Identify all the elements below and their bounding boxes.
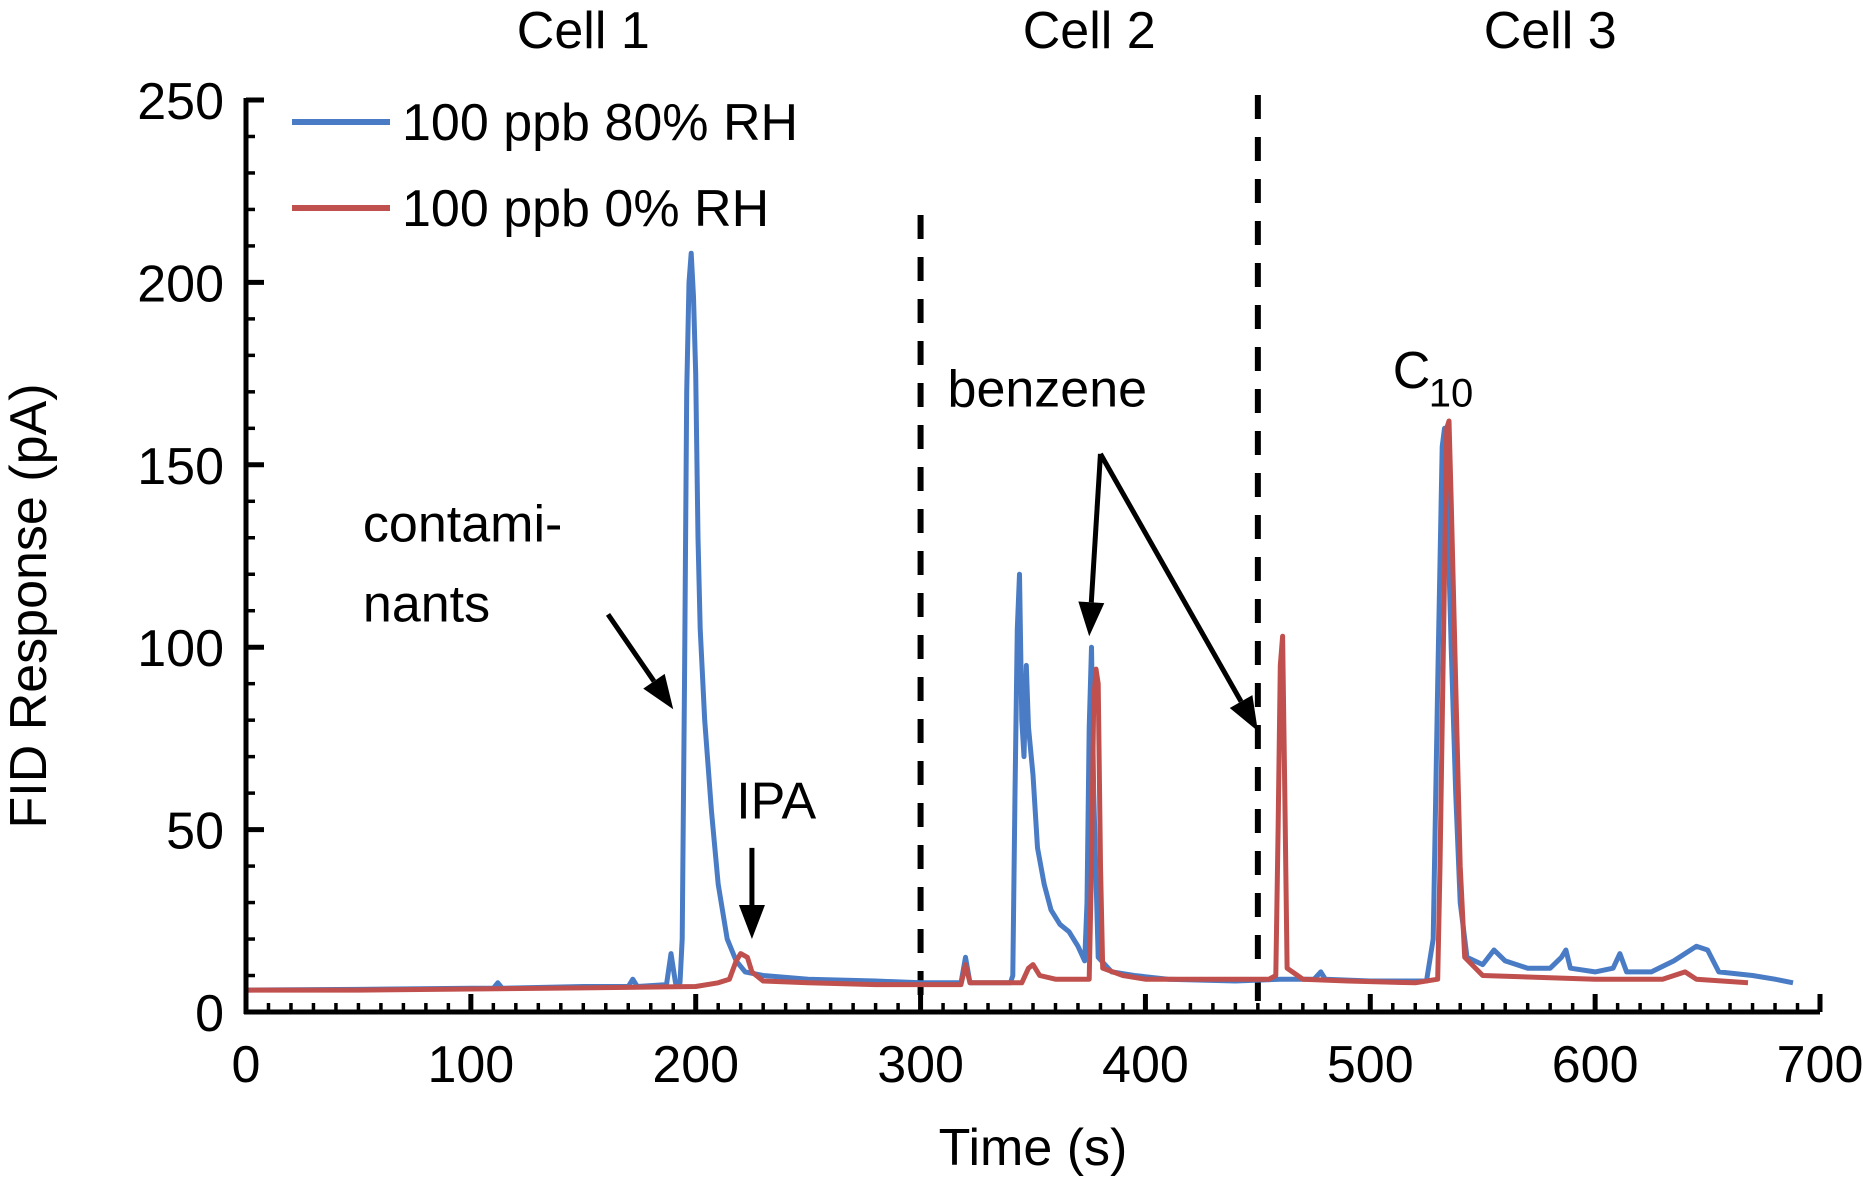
cell-label-2: Cell 2 [1023, 2, 1156, 60]
x-tick-label: 700 [1777, 1036, 1863, 1094]
y-tick-label: 100 [137, 620, 224, 678]
x-tick-label: 200 [652, 1036, 739, 1094]
legend: 100 ppb 80% RH 100 ppb 0% RH [292, 94, 798, 238]
x-tick-label: 400 [1102, 1036, 1189, 1094]
arrow-head [738, 905, 765, 940]
cell-label-3: Cell 3 [1484, 2, 1617, 60]
series-line-0rh [246, 418, 1749, 993]
y-tick-label: 50 [166, 803, 224, 861]
annotation-c10-subscript: 10 [1429, 371, 1474, 415]
annotation-c10: C [1393, 342, 1431, 400]
y-tick-label: 150 [137, 438, 224, 496]
legend-label-80rh: 100 ppb 80% RH [402, 94, 798, 152]
arrow-head [1229, 695, 1258, 732]
y-ticks: 0 50 100 150 200 250 [137, 73, 264, 1043]
x-axis-title: Time (s) [939, 1119, 1128, 1177]
y-tick-label: 200 [137, 255, 224, 313]
arrow-head [643, 673, 674, 710]
x-ticks: 0 100 200 300 400 500 600 700 [232, 994, 1863, 1094]
x-tick-label: 600 [1552, 1036, 1639, 1094]
arrow-head [1078, 601, 1105, 637]
y-tick-label: 0 [195, 985, 224, 1043]
arrow-shaft [1088, 453, 1103, 603]
series-layer [245, 250, 1794, 993]
x-tick-label: 300 [877, 1036, 964, 1094]
y-tick-label: 250 [137, 73, 224, 131]
x-tick-label: 500 [1327, 1036, 1414, 1094]
series-line-80rh [245, 250, 1794, 993]
x-tick-label: 100 [427, 1036, 514, 1094]
annotation-contaminants-line1: contami- [363, 495, 562, 553]
legend-label-0rh: 100 ppb 0% RH [402, 180, 769, 238]
arrow-shaft [605, 612, 657, 683]
arrow-shaft [1098, 452, 1244, 703]
arrow-layer [605, 452, 1258, 940]
x-tick-label: 0 [232, 1036, 261, 1094]
annotation-contaminants-line2: nants [363, 576, 490, 634]
annotation-benzene: benzene [948, 360, 1148, 418]
cell-label-1: Cell 1 [517, 2, 650, 60]
y-axis-title: FID Response (pA) [0, 383, 58, 828]
annotation-ipa: IPA [736, 773, 816, 831]
